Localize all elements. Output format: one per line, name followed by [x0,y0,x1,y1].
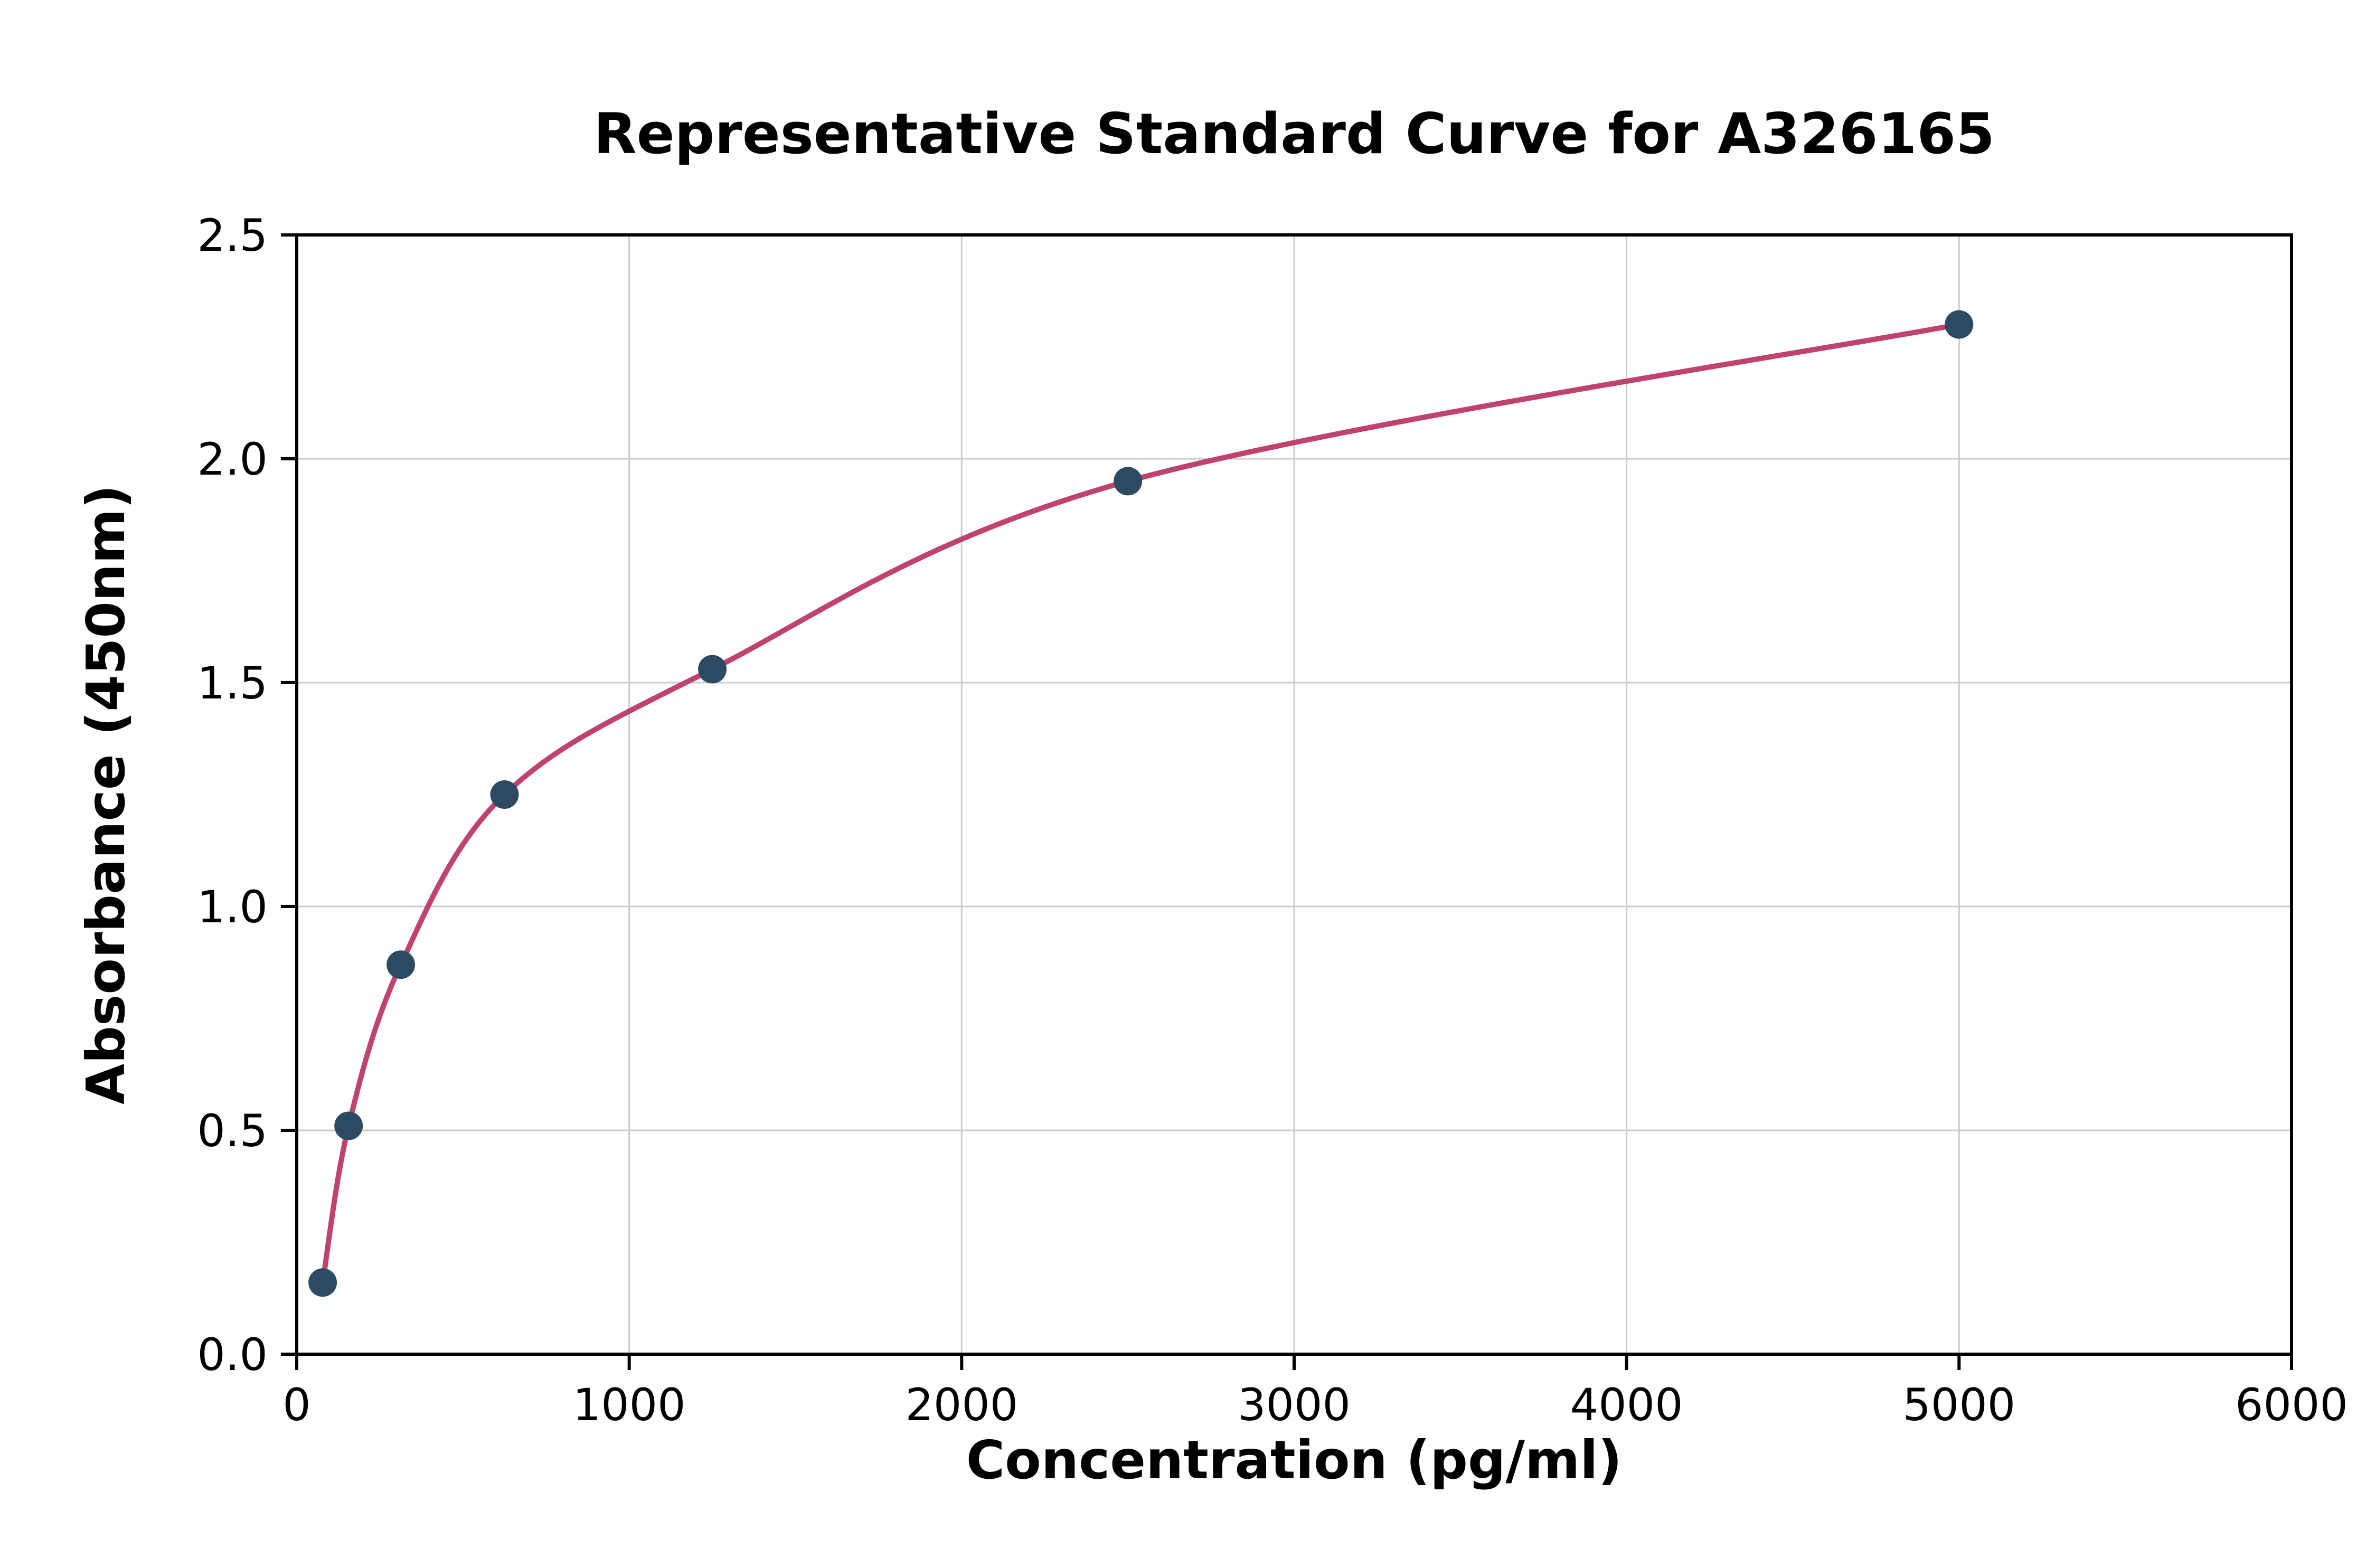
x-tick-label: 0 [282,1379,310,1431]
data-point-marker [1114,467,1143,496]
data-point-marker [698,655,727,684]
data-point-marker [334,1111,363,1140]
x-tick-label: 6000 [2235,1379,2348,1431]
axis-ticks [281,233,2293,1370]
tick-labels: 0 1000 2000 3000 4000 5000 6000 0.0 0.5 1.0 1.5 2.0… [197,210,2347,1431]
x-tick-label: 3000 [1238,1379,1351,1431]
x-tick-label: 4000 [1570,1379,1683,1431]
fit-curve-line [320,322,1962,1286]
x-tick-label: 2000 [905,1379,1018,1431]
y-axis-label: Absorbance (450nm) [75,485,137,1104]
data-point-marker [308,1268,337,1297]
data-points [308,310,1974,1297]
data-point-marker [386,950,416,979]
y-tick-label: 0.5 [197,1105,268,1157]
data-point-marker [1945,310,1974,339]
y-tick-label: 1.0 [197,881,268,933]
y-tick-label: 1.5 [197,657,268,709]
data-point-marker [490,780,519,809]
y-tick-label: 0.0 [197,1329,268,1381]
x-axis-label: Concentration (pg/ml) [966,1429,1623,1491]
grid-lines [297,235,2292,1354]
x-tick-label: 1000 [573,1379,686,1431]
x-tick-label: 5000 [1902,1379,2015,1431]
chart-title: Representative Standard Curve for A32616… [593,101,1995,166]
y-tick-label: 2.5 [197,210,268,261]
y-tick-label: 2.0 [197,433,268,485]
